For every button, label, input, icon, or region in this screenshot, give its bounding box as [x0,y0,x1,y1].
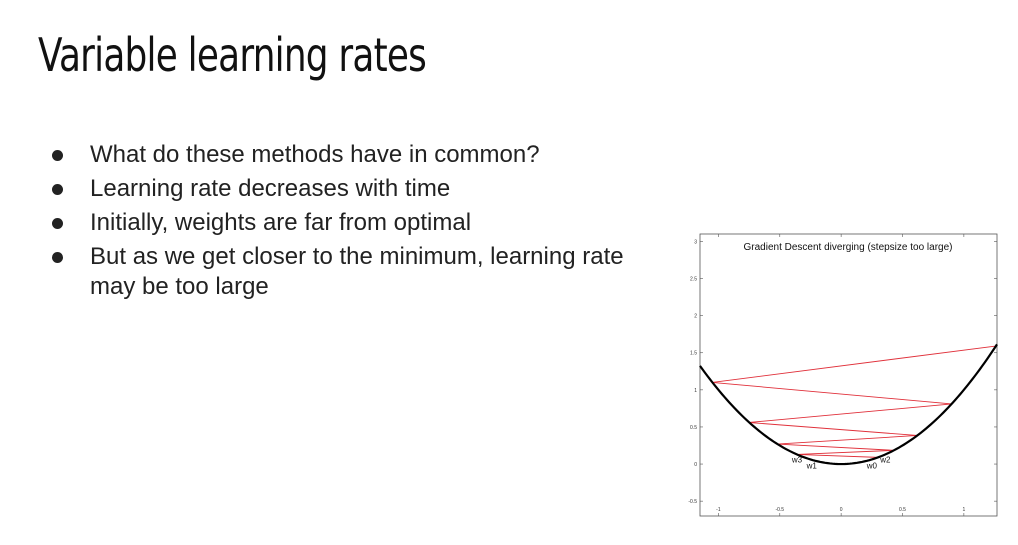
loss-curve [699,343,998,466]
descent-step-line [796,453,878,458]
descent-step-line [749,422,918,436]
descent-step-line [712,345,996,383]
gradient-descent-plot: Gradient Descent diverging (stepsize too… [688,233,998,517]
x-tick-label: 0.5 [899,507,906,513]
y-tick-label: 0 [694,462,697,468]
descent-step-line [712,381,952,405]
descent-step-line [796,449,894,455]
bullet-item: What do these methods have in common? [50,140,650,170]
y-tick-label: 3 [694,239,697,245]
descent-step-line [777,443,894,451]
plot-frame [699,233,998,517]
bullet-text: But as we get closer to the minimum, lea… [90,243,624,300]
bullet-item: But as we get closer to the minimum, lea… [50,242,650,302]
descent-step-line [749,403,952,423]
slide-title: Variable learning rates [38,28,427,82]
bullet-text: Learning rate decreases with time [90,175,451,202]
gradient-descent-figure: Gradient Descent diverging (stepsize too… [674,228,1004,518]
x-axis: -1 -0.5 0 0.5 1 [716,234,965,516]
x-tick-label: 0 [840,507,843,513]
x-tick-label: -1 [716,507,721,513]
x-tick-label: 1 [962,507,965,513]
bullet-text: Initially, weights are far from optimal [90,209,472,236]
weight-label-w3: w3 [791,456,803,465]
weight-label-w1: w1 [806,462,818,471]
x-tick-label: -0.5 [775,507,784,513]
bullet-text: What do these methods have in common? [90,141,540,168]
weight-label-w0: w0 [866,462,878,471]
descent-steps [712,345,996,458]
y-tick-label: 0.5 [690,425,697,431]
plot-title: Gradient Descent diverging (stepsize too… [744,242,953,253]
y-tick-label: 1 [694,388,697,394]
y-axis: 3 2.5 2 1.5 1 0.5 0 -0.5 [688,239,997,505]
bullet-item: Learning rate decreases with time [50,174,650,204]
y-tick-label: 2 [694,314,697,320]
bullet-dot-icon [52,184,63,195]
weight-label-w2: w2 [879,456,891,465]
bullet-dot-icon [52,252,63,263]
bullet-dot-icon [52,150,63,161]
bullet-list: What do these methods have in common? Le… [50,140,650,306]
y-tick-label: -0.5 [688,499,697,505]
y-tick-label: 1.5 [690,351,697,357]
descent-step-line [777,435,918,445]
y-tick-label: 2.5 [690,277,697,283]
bullet-item: Initially, weights are far from optimal [50,208,650,238]
bullet-dot-icon [52,218,63,229]
